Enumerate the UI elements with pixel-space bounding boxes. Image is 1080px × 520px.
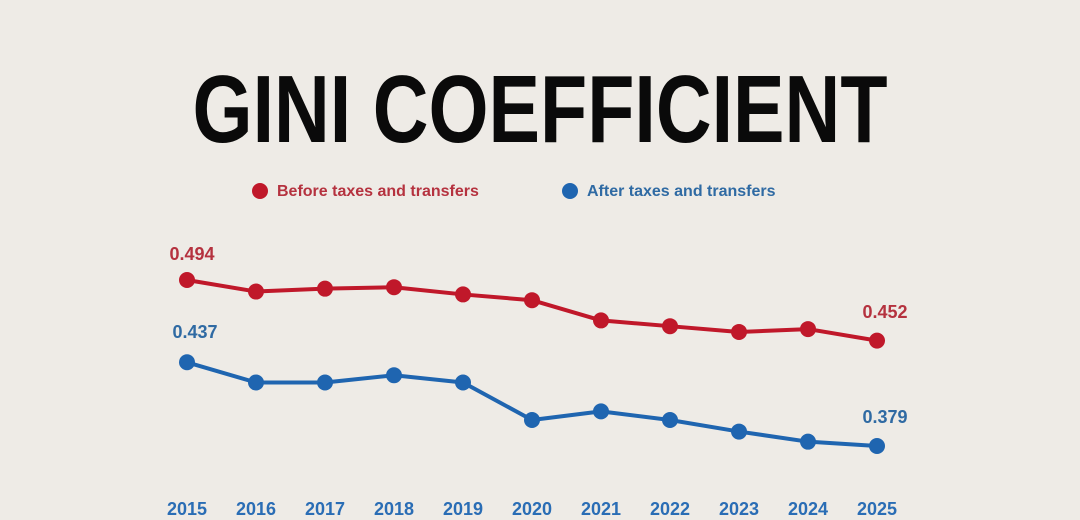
data-point [317,374,333,391]
data-label: 0.452 [862,302,907,322]
legend: Before taxes and transfers After taxes an… [252,183,776,200]
x-tick-label: 2022 [650,499,690,519]
data-point [455,286,471,303]
x-tick-label: 2025 [857,499,897,519]
data-point [869,438,885,454]
x-tick-label: 2018 [374,499,414,519]
x-tick-label: 2020 [512,499,552,519]
data-point [662,318,678,335]
data-point [386,367,402,384]
x-tick-label: 2017 [305,499,345,519]
x-tick-label: 2015 [167,499,207,519]
data-point [800,433,816,450]
x-tick-label: 2019 [443,499,483,519]
plot-area [179,272,885,454]
legend-label: After taxes and transfers [587,183,776,200]
data-point [455,374,471,391]
data-point [800,321,816,338]
data-point [179,354,195,371]
data-point [248,374,264,391]
legend-label: Before taxes and transfers [277,183,479,200]
data-label: 0.379 [862,407,907,427]
data-label: 0.494 [169,244,214,264]
data-point [524,412,540,429]
data-point [386,279,402,296]
data-point [662,412,678,429]
data-point [593,312,609,329]
data-point [248,283,264,300]
legend-marker [252,183,268,199]
data-point [731,423,747,440]
data-point [869,332,885,349]
legend-marker [562,183,578,199]
data-point [593,403,609,420]
data-point [731,323,747,340]
x-tick-label: 2023 [719,499,759,519]
data-point [524,292,540,309]
x-tick-label: 2021 [581,499,621,519]
x-tick-label: 2016 [236,499,276,519]
x-tick-label: 2024 [788,499,828,519]
data-point [317,280,333,297]
chart-title: GINI COEFFICIENT [193,56,888,163]
data-point [179,272,195,288]
data-label: 0.437 [172,322,217,342]
